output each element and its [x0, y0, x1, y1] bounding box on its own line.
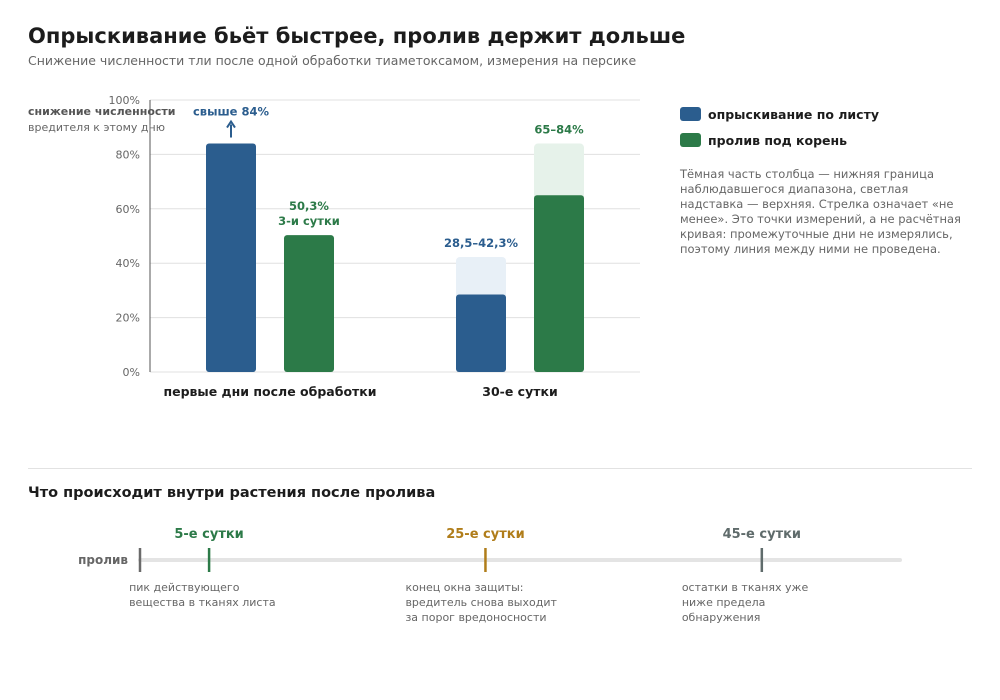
y-axis-label: снижение численности вредителя к этому д…: [28, 104, 188, 136]
timeline-start-label: пролив: [78, 553, 128, 567]
chart-subtitle: Снижение численности тли после одной обр…: [28, 53, 637, 68]
bar: [534, 195, 584, 372]
timeline-event-description: обнаружения: [682, 611, 761, 624]
y-tick-label: 40%: [116, 257, 140, 270]
x-tick-label: 30-е сутки: [482, 384, 557, 399]
data-label: 65–84%: [534, 123, 584, 137]
legend-swatch-spray: [680, 107, 701, 121]
timeline-event-label: 5-е сутки: [174, 527, 243, 542]
data-label: 3-и сутки: [278, 214, 340, 228]
x-tick-label: первые дни после обработки: [163, 384, 376, 399]
y-tick-label: 0%: [123, 366, 140, 379]
y-axis-label-bold: снижение численности: [28, 105, 176, 118]
timeline-title: Что происходит внутри растения после про…: [28, 485, 436, 501]
chart-title: Опрыскивание бьёт быстрее, пролив держит…: [28, 24, 686, 48]
lower-bound-arrow-head: [226, 119, 236, 129]
y-tick-label: 80%: [116, 148, 140, 161]
timeline-event-description: вещества в тканях листа: [129, 596, 276, 609]
bar-range-extension: [456, 256, 506, 299]
bar: [456, 294, 506, 372]
data-label: 28,5–42,3%: [444, 236, 518, 250]
legend-item-spray: опрыскивание по листу: [680, 106, 980, 122]
y-tick-label: 20%: [116, 312, 140, 325]
timeline-event-description: вредитель снова выходит: [405, 596, 557, 609]
timeline-event-label: 25-е сутки: [446, 527, 524, 542]
bar-range-extension: [534, 143, 584, 200]
legend-swatch-drench: [680, 133, 701, 147]
legend-label-drench: пролив под корень: [708, 132, 848, 148]
section-divider: [28, 468, 972, 469]
y-axis-label-rest: вредителя к этому дню: [28, 121, 165, 134]
y-tick-label: 100%: [109, 94, 140, 107]
bar-chart: 0% 20% 40% 60% 80% 100% первые дни после обраб…: [109, 94, 640, 399]
bar: [284, 235, 334, 372]
data-label: свыше 84%: [193, 105, 270, 119]
legend-label-spray: опрыскивание по листу: [708, 106, 879, 122]
timeline-event-description: остатки в тканях уже: [682, 581, 809, 594]
legend-item-drench: пролив под корень: [680, 132, 980, 148]
data-label: 50,3%: [289, 199, 329, 213]
timeline-event-description: за порог вредоносности: [405, 611, 546, 624]
timeline-event-label: 45-е сутки: [723, 527, 801, 542]
legend-note: Тёмная часть столбца — нижняя граница на…: [680, 167, 961, 256]
timeline-event-description: пик действующего: [129, 581, 240, 594]
bar: [206, 143, 256, 372]
timeline-event-description: конец окна защиты:: [405, 581, 523, 594]
y-tick-label: 60%: [116, 203, 140, 216]
legend: опрыскивание по листу пролив под корень: [680, 106, 980, 158]
timeline-event-description: ниже предела: [682, 596, 766, 609]
